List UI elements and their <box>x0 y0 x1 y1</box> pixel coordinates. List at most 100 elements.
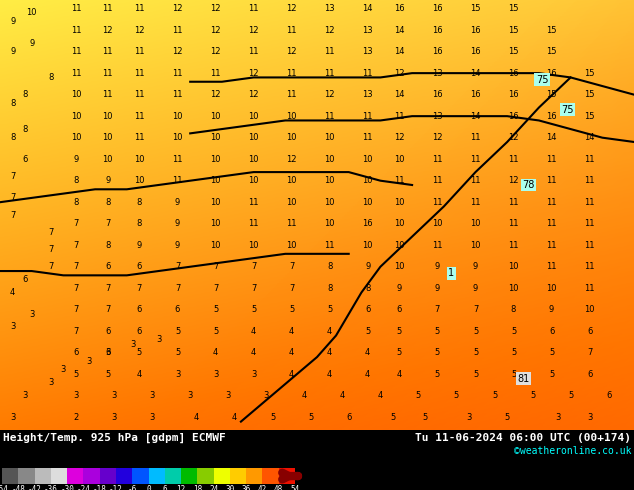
Text: 6: 6 <box>587 370 592 379</box>
Text: 11: 11 <box>470 133 481 142</box>
Text: 10: 10 <box>71 133 81 142</box>
Text: 7: 7 <box>105 219 110 228</box>
Text: 4: 4 <box>327 348 332 357</box>
Text: 9: 9 <box>29 39 34 48</box>
Text: 11: 11 <box>103 4 113 13</box>
Text: 9: 9 <box>175 241 180 250</box>
Text: 5: 5 <box>251 305 256 314</box>
Text: 9: 9 <box>175 197 180 207</box>
Text: 11: 11 <box>585 176 595 185</box>
Text: 5: 5 <box>511 370 516 379</box>
Text: 11: 11 <box>249 219 259 228</box>
Text: 5: 5 <box>74 370 79 379</box>
Text: 7: 7 <box>74 241 79 250</box>
Text: 4: 4 <box>340 392 345 400</box>
Text: 14: 14 <box>585 133 595 142</box>
Text: 7: 7 <box>74 284 79 293</box>
Text: 12: 12 <box>172 4 183 13</box>
Text: 11: 11 <box>363 69 373 77</box>
Text: 54: 54 <box>290 485 300 490</box>
Text: 10: 10 <box>394 155 404 164</box>
Text: 9: 9 <box>473 284 478 293</box>
Text: 3: 3 <box>105 348 110 357</box>
Text: 16: 16 <box>470 90 481 99</box>
Text: 11: 11 <box>325 112 335 121</box>
Text: 7: 7 <box>48 228 53 237</box>
Text: 13: 13 <box>363 90 373 99</box>
Text: 16: 16 <box>394 4 404 13</box>
Text: 11: 11 <box>363 112 373 121</box>
Text: 9: 9 <box>74 155 79 164</box>
Text: 11: 11 <box>508 155 519 164</box>
Text: 8: 8 <box>23 90 28 99</box>
Text: 3: 3 <box>587 413 592 422</box>
Text: 8: 8 <box>327 284 332 293</box>
Text: 7: 7 <box>74 327 79 336</box>
Text: 10: 10 <box>432 219 443 228</box>
Text: 5: 5 <box>416 392 421 400</box>
Text: 4: 4 <box>397 370 402 379</box>
Text: 5: 5 <box>568 392 573 400</box>
Text: 3: 3 <box>467 413 472 422</box>
Text: 11: 11 <box>172 90 183 99</box>
Text: 4: 4 <box>232 413 237 422</box>
Text: 3: 3 <box>10 322 15 331</box>
Text: 4: 4 <box>213 348 218 357</box>
Text: 15: 15 <box>585 69 595 77</box>
Text: 16: 16 <box>432 25 443 35</box>
Text: 11: 11 <box>547 219 557 228</box>
Text: 12: 12 <box>103 25 113 35</box>
Text: 3: 3 <box>555 413 560 422</box>
Text: 10: 10 <box>363 176 373 185</box>
Text: 10: 10 <box>103 133 113 142</box>
Bar <box>165 468 181 484</box>
Text: 16: 16 <box>547 112 557 121</box>
Text: 13: 13 <box>432 112 443 121</box>
Text: 5: 5 <box>473 327 478 336</box>
Text: 3: 3 <box>156 335 161 344</box>
Text: 11: 11 <box>287 90 297 99</box>
Text: 11: 11 <box>134 47 145 56</box>
Text: 3: 3 <box>10 413 15 422</box>
Text: 5: 5 <box>391 413 396 422</box>
Text: 10: 10 <box>249 155 259 164</box>
Text: 6: 6 <box>606 392 611 400</box>
Text: 13: 13 <box>432 69 443 77</box>
Text: 4: 4 <box>289 370 294 379</box>
Text: 10: 10 <box>103 155 113 164</box>
Text: 7: 7 <box>213 284 218 293</box>
Text: 11: 11 <box>547 176 557 185</box>
Text: 5: 5 <box>511 348 516 357</box>
Text: 6: 6 <box>23 155 28 164</box>
Bar <box>148 468 165 484</box>
Text: 6: 6 <box>397 305 402 314</box>
Text: 6: 6 <box>137 305 142 314</box>
Text: 4: 4 <box>194 413 199 422</box>
Text: 9: 9 <box>10 47 15 56</box>
Text: 7: 7 <box>10 211 15 220</box>
Text: 12: 12 <box>210 47 221 56</box>
Text: 12: 12 <box>394 69 404 77</box>
Text: 8: 8 <box>23 124 28 134</box>
Text: 10: 10 <box>71 112 81 121</box>
Text: 10: 10 <box>103 112 113 121</box>
Text: 15: 15 <box>508 47 519 56</box>
Text: -30: -30 <box>60 485 74 490</box>
Text: 5: 5 <box>270 413 275 422</box>
Text: 11: 11 <box>394 176 404 185</box>
Text: 11: 11 <box>585 284 595 293</box>
Text: 7: 7 <box>105 305 110 314</box>
Text: 11: 11 <box>470 176 481 185</box>
Text: 11: 11 <box>134 69 145 77</box>
Text: 11: 11 <box>287 69 297 77</box>
Text: 1: 1 <box>448 268 455 278</box>
Bar <box>51 468 67 484</box>
Text: 10: 10 <box>363 155 373 164</box>
Text: 7: 7 <box>435 305 440 314</box>
Text: 8: 8 <box>48 73 53 82</box>
Text: 16: 16 <box>508 112 519 121</box>
Text: 10: 10 <box>470 241 481 250</box>
Text: 6: 6 <box>346 413 351 422</box>
Text: 3: 3 <box>112 413 117 422</box>
Text: 10: 10 <box>172 133 183 142</box>
